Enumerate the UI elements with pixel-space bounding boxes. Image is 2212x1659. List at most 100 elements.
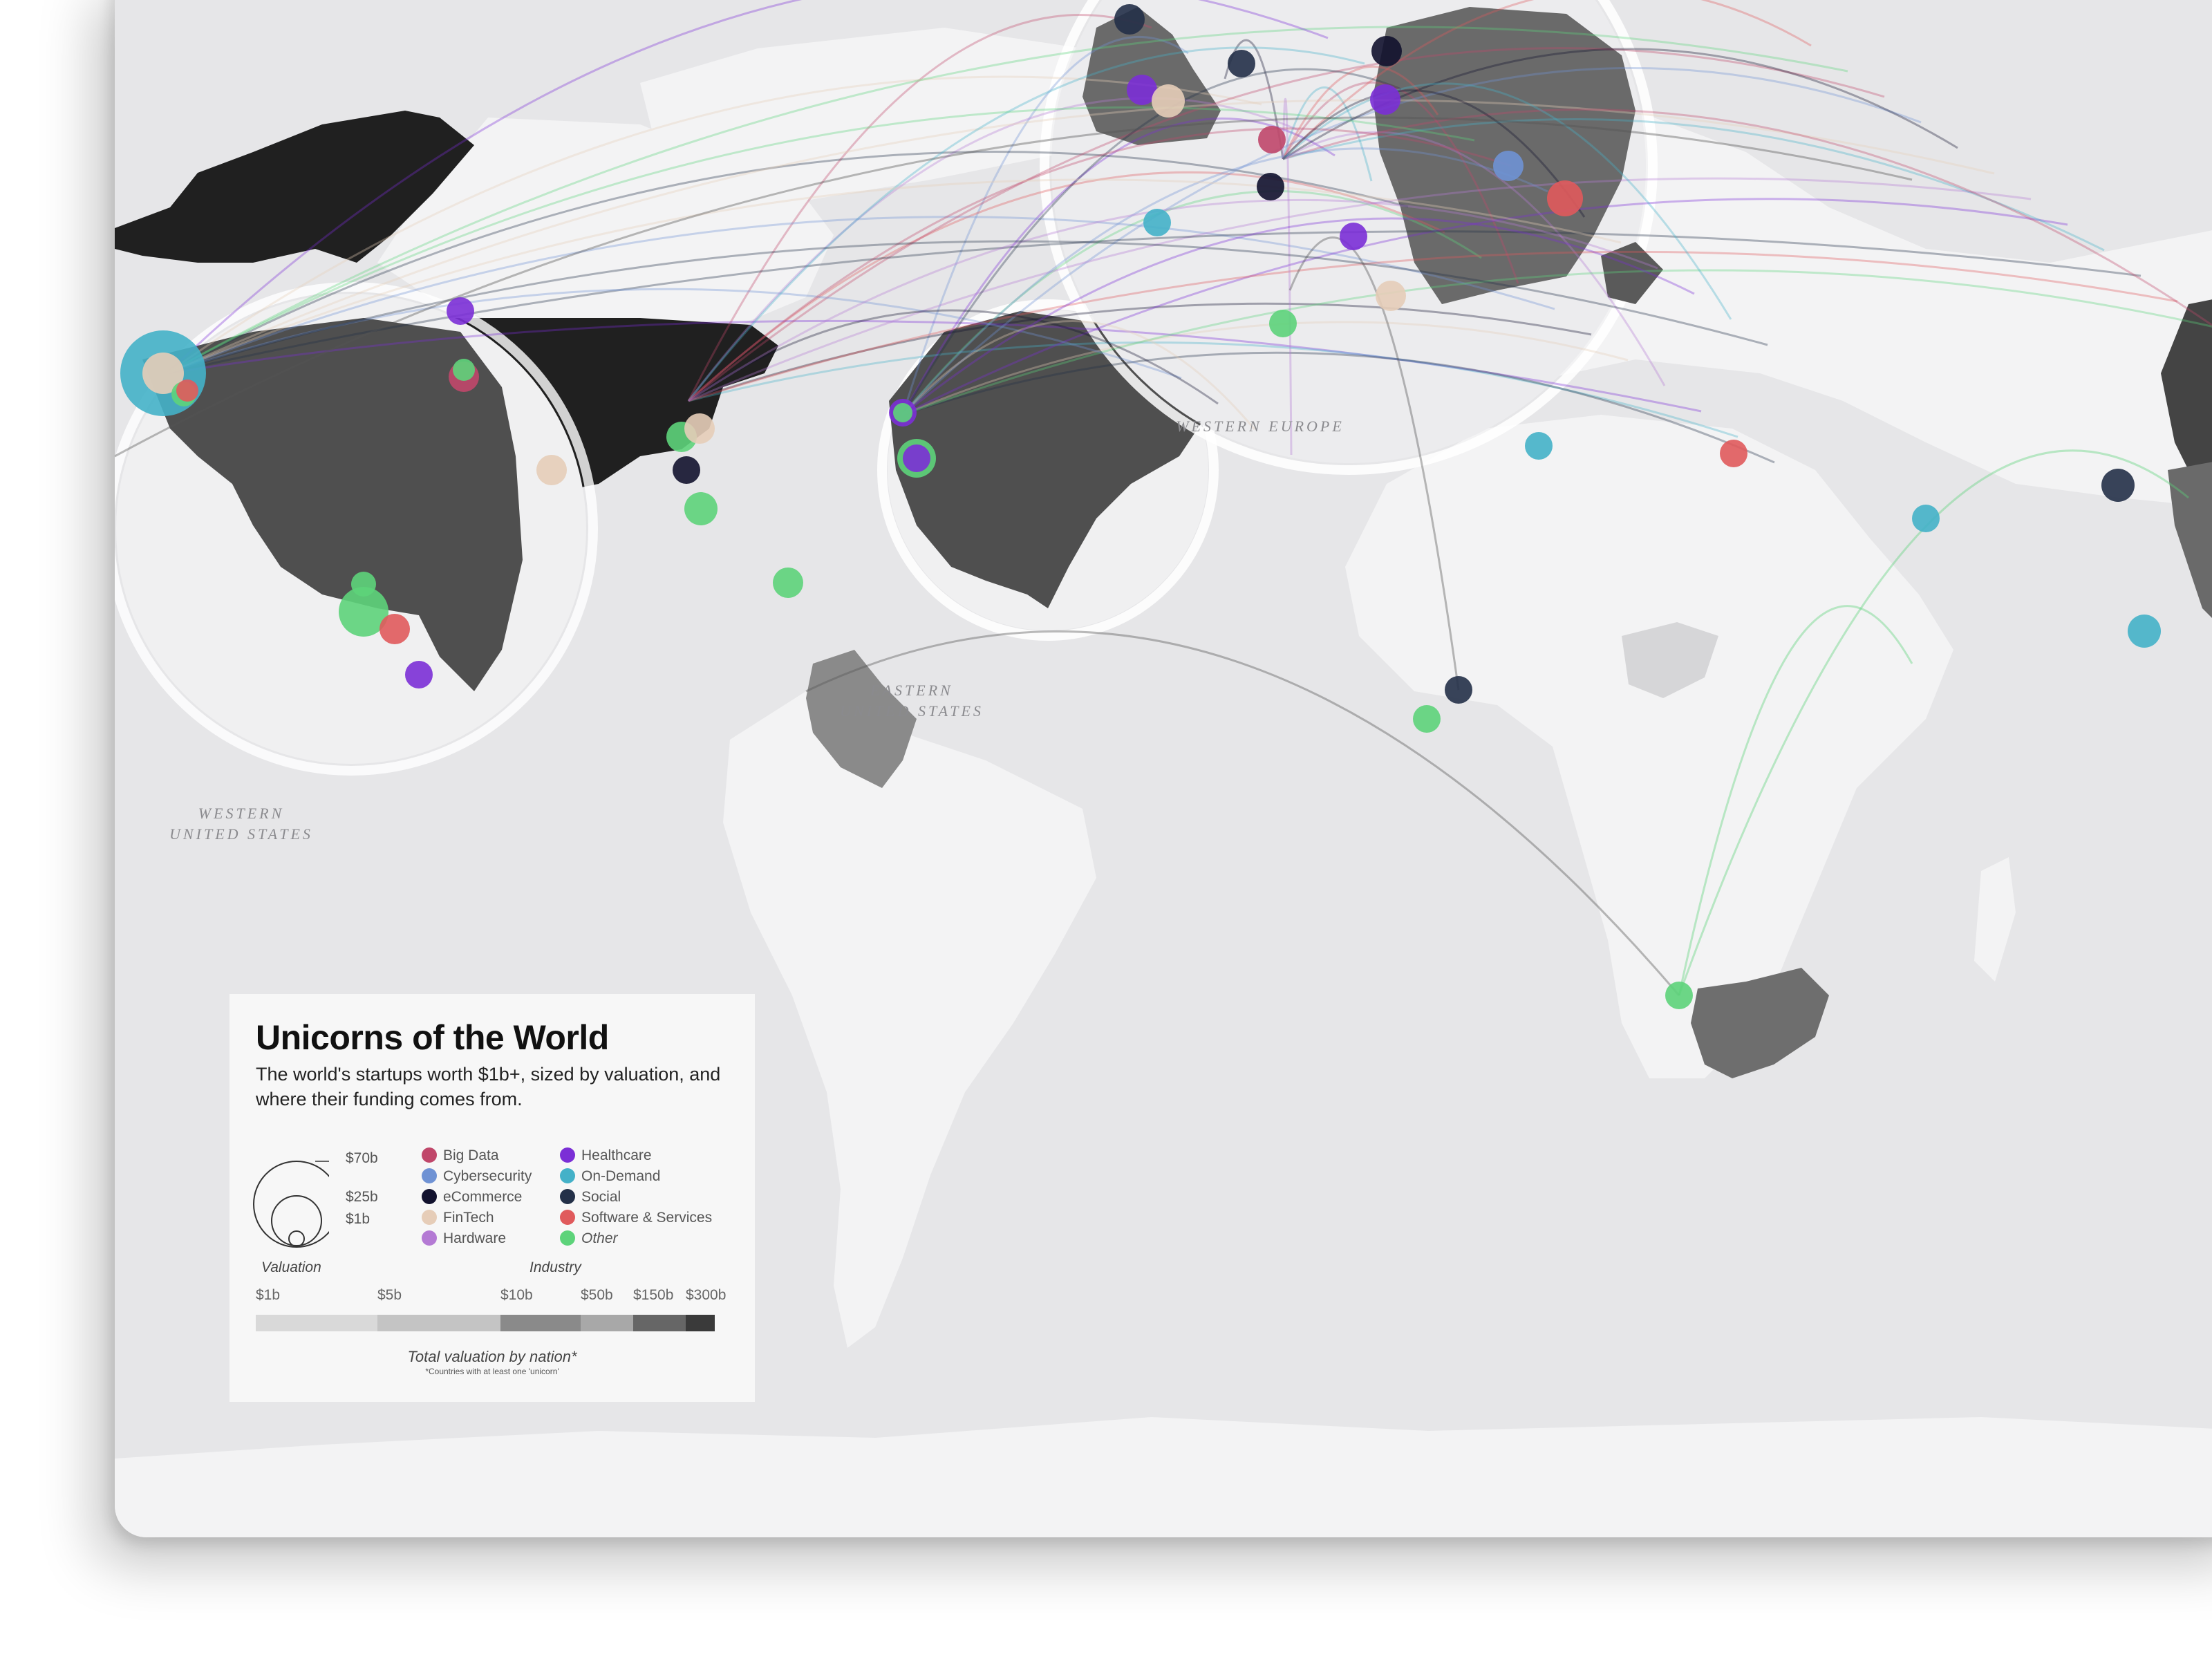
unicorn-dot-on-demand xyxy=(1143,209,1171,236)
funding-arc xyxy=(688,341,1738,438)
funding-arc xyxy=(167,216,1555,375)
funding-arc xyxy=(688,309,1219,405)
unicorn-dot-social xyxy=(2101,469,2135,502)
funding-arc xyxy=(1282,118,2105,252)
funding-arc xyxy=(167,26,1848,375)
funding-arc xyxy=(167,288,1182,379)
industry-color-dot xyxy=(422,1189,437,1204)
valuation-circle-1b xyxy=(288,1230,305,1247)
funding-arc xyxy=(167,319,1702,413)
unicorn-dot-fintech xyxy=(684,413,715,444)
funding-arc xyxy=(902,351,1775,464)
unicorn-dot-healthcare xyxy=(1127,75,1157,105)
alaska-land xyxy=(115,111,474,263)
industry-label: On-Demand xyxy=(581,1168,661,1184)
unicorn-dot-healthcare xyxy=(1340,223,1367,250)
unicorn-dot-other xyxy=(1269,310,1297,337)
scale-segment xyxy=(377,1315,500,1331)
funding-arc xyxy=(688,302,1592,402)
industry-item-hardware: Hardware xyxy=(422,1230,506,1247)
unicorn-dot-other xyxy=(684,492,718,525)
scale-tick-label: $1b xyxy=(256,1287,281,1303)
funding-arc xyxy=(805,630,1680,996)
unicorn-dot-healthcare xyxy=(903,444,930,472)
funding-arc xyxy=(1282,131,1666,386)
industry-item-ecommerce: eCommerce xyxy=(422,1189,522,1206)
unicorn-dot-fintech xyxy=(536,455,567,485)
funding-arc xyxy=(901,66,1922,416)
funding-arc xyxy=(901,190,1482,415)
industry-item-cybersecurity: Cybersecurity xyxy=(422,1168,532,1185)
scale-tick-label: $5b xyxy=(377,1287,402,1303)
valuation-caption: Valuation xyxy=(261,1259,321,1275)
industry-label: Social xyxy=(581,1189,621,1205)
funding-arc xyxy=(687,171,1445,402)
unicorn-dot-software-services xyxy=(1720,440,1747,467)
funding-arc xyxy=(901,35,1189,415)
funding-arc xyxy=(1282,89,1586,218)
unicorn-dot-on-demand xyxy=(1912,505,1940,532)
unicorn-dot-ecommerce xyxy=(673,456,700,484)
industry-color-dot xyxy=(560,1168,575,1183)
funding-arc xyxy=(167,151,1409,375)
scale-segment xyxy=(633,1315,686,1331)
unicorn-dot-other xyxy=(453,359,475,381)
western-europe-inset-ring xyxy=(1040,0,1658,475)
unicorn-dot-software-services xyxy=(176,379,198,402)
funding-arc xyxy=(166,0,1329,375)
scale-segment xyxy=(686,1315,715,1331)
china-land xyxy=(2161,299,2212,500)
unicorn-dot-healthcare xyxy=(447,297,474,325)
funding-arc xyxy=(115,116,1913,458)
unicorn-dot-on-demand xyxy=(1525,432,1553,460)
legend-title: Unicorns of the World xyxy=(256,1018,609,1057)
industry-caption: Industry xyxy=(529,1259,581,1275)
scale-segment xyxy=(581,1315,633,1331)
funding-arc xyxy=(167,75,1262,375)
eastern-us-inset-land xyxy=(889,311,1207,608)
industry-item-social: Social xyxy=(560,1189,621,1206)
funding-arc xyxy=(1282,82,1732,320)
unicorn-dot-other xyxy=(773,568,803,598)
unicorn-dots xyxy=(120,4,2161,1009)
industry-label: Hardware xyxy=(443,1230,507,1246)
funding-arc xyxy=(1282,109,2212,327)
south-africa-land xyxy=(1691,968,1829,1078)
canada-land xyxy=(377,118,834,332)
scale-tick-label: $150b xyxy=(633,1287,674,1303)
industry-color-dot xyxy=(560,1230,575,1246)
industry-item-big-data: Big Data xyxy=(422,1147,499,1164)
unicorn-dot-fintech xyxy=(1152,84,1185,118)
india-land xyxy=(2168,462,2212,618)
region-label-eastern-us: EASTERN UNITED STATES xyxy=(840,682,984,720)
western-us-inset-land xyxy=(142,318,523,691)
industry-item-healthcare: Healthcare xyxy=(560,1147,652,1164)
unicorn-dot-cybersecurity xyxy=(1493,151,1524,181)
industry-label: eCommerce xyxy=(443,1189,523,1205)
industry-label: Software & Services xyxy=(581,1210,713,1226)
industry-color-dot xyxy=(422,1230,437,1246)
switzerland-land xyxy=(1601,242,1663,304)
unicorn-dot-healthcare xyxy=(405,661,433,688)
funding-arc xyxy=(902,321,1629,416)
unicorn-dot-fintech xyxy=(1376,281,1406,311)
funding-arc xyxy=(1282,66,1439,160)
funding-arc xyxy=(902,217,1695,416)
region-label-western-europe: WESTERN EUROPE xyxy=(1176,418,1344,435)
unicorn-dot-social xyxy=(1228,50,1255,77)
world-map xyxy=(115,0,2212,1537)
scale-tick-label: $10b xyxy=(500,1287,533,1303)
unicorn-dot-social xyxy=(1114,4,1145,35)
funding-arc xyxy=(688,177,2032,402)
africa-land xyxy=(1345,415,1953,1078)
industry-label: FinTech xyxy=(443,1210,494,1226)
scale-segment xyxy=(500,1315,581,1331)
greenland-land xyxy=(640,28,1124,200)
unicorn-dot-on-demand xyxy=(2128,615,2161,648)
uk-land xyxy=(1082,7,1221,145)
unicorn-dot-social xyxy=(1445,676,1472,704)
funding-arc xyxy=(1282,86,1373,182)
funding-arc xyxy=(687,97,1299,402)
industry-label: Healthcare xyxy=(581,1147,652,1163)
valuation-label-70b: $70b xyxy=(346,1150,378,1166)
